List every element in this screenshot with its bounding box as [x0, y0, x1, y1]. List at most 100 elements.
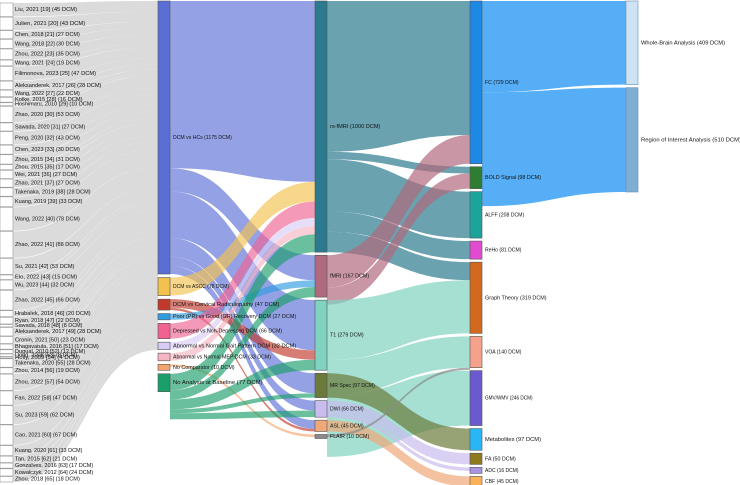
- link-comparison-to-modality: [170, 307, 315, 432]
- link-comparison-to-modality: [170, 226, 315, 361]
- analysis-label: ADC (16 DCM): [485, 468, 519, 474]
- study-node: [0, 405, 14, 425]
- link-comparison-to-modality: [170, 201, 315, 339]
- analysis-node: [469, 452, 483, 465]
- comparison-label: Abnormal vs Normal Gait Pattern DCM (32 …: [173, 343, 296, 349]
- study-label: Su, 2023 [59] (62 DCM): [15, 412, 75, 418]
- study-node: [0, 336, 14, 344]
- comparison-node: [157, 323, 171, 339]
- study-label: Zhao, 2022 [41] (88 DCM): [15, 242, 80, 248]
- study-node: [0, 373, 14, 391]
- study-node: [0, 289, 14, 311]
- study-node: [0, 327, 14, 337]
- analysis-node: [469, 166, 483, 189]
- link-comparison-to-modality: [170, 1, 315, 182]
- study-node: [0, 144, 14, 155]
- modality-label: ASL (45 DCM): [330, 423, 364, 429]
- link-study-to-comparison: [13, 42, 158, 66]
- link-comparison-to-modality: [170, 359, 315, 410]
- study-label: Dong, 2008 [53] (8 DCM): [15, 353, 77, 359]
- analysis-node: [469, 0, 483, 165]
- study-node: [0, 89, 14, 98]
- link-study-to-comparison: [13, 231, 158, 324]
- analysis-node: [469, 467, 483, 474]
- analysis-label: CBF (45 DCM): [485, 479, 519, 485]
- link-study-to-comparison: [13, 270, 158, 391]
- modality-label: fMRI (167 DCM): [330, 274, 369, 280]
- link-comparison-to-modality: [170, 393, 315, 414]
- link-study-to-comparison: [13, 1, 158, 17]
- link-comparison-to-modality: [170, 410, 315, 420]
- link-modality-to-analysis: [327, 173, 470, 305]
- study-label: Fan, 2022 [58] (47 DCM): [15, 395, 77, 401]
- link-study-to-comparison: [13, 293, 158, 425]
- analysis-node: [469, 476, 483, 485]
- link-study-to-comparison: [13, 323, 158, 456]
- link-comparison-to-modality: [170, 299, 315, 360]
- comparison-label: No Comparator (10 DCM): [173, 365, 235, 371]
- study-label: Kuang, 2019 [39] (33 DCM): [15, 199, 83, 205]
- study-label: Zhao, 2020 [30] (53 DCM): [15, 112, 80, 118]
- fc-type-label: Whole-Brain Analysis (409 DCM): [641, 40, 725, 46]
- modality-label: FLAIR (10 DCM): [330, 434, 369, 440]
- study-label: Sawada, 2020 [31] (27 DCM): [15, 124, 85, 130]
- study-label: Zhou, 2014 [56] (19 DCM): [15, 368, 80, 374]
- study-label: Wang, 2022 [40] (78 DCM): [15, 216, 80, 222]
- modality-node: [314, 372, 328, 398]
- link-study-to-comparison: [13, 149, 158, 231]
- link-study-to-comparison: [13, 244, 158, 344]
- study-node: [0, 2, 14, 17]
- link-modality-to-analysis: [327, 420, 470, 485]
- link-study-to-comparison: [13, 265, 158, 374]
- study-label: Hrabalek, 2018 [46] (20 DCM): [15, 311, 91, 317]
- analysis-node: [469, 336, 483, 368]
- link-modality-to-analysis: [327, 280, 470, 360]
- link-study-to-comparison: [13, 226, 158, 317]
- study-node: [0, 455, 14, 463]
- comparison-node: [157, 352, 171, 362]
- study-label: Zhou, 2015 [35] (17 DCM): [15, 165, 80, 171]
- modality-node: [314, 254, 328, 298]
- comparison-node: [157, 0, 171, 275]
- study-label: Gonzalves, 2016 [63] (17 DCM): [15, 463, 94, 469]
- comparison-label: DCM vs ASCC (78 DCM): [173, 284, 229, 290]
- study-node: [0, 102, 14, 107]
- link-study-to-comparison: [13, 282, 158, 406]
- comparison-node: [157, 313, 171, 321]
- link-modality-to-analysis: [327, 373, 470, 451]
- analysis-label: ALFF (208 DCM): [485, 212, 524, 218]
- link-study-to-comparison: [13, 34, 158, 60]
- study-label: Peng, 2020 [32] (43 DCM): [15, 135, 80, 141]
- comparison-label: Depressed vs Non-Depressed DCM (66 DCM): [173, 328, 282, 334]
- link-study-to-comparison: [13, 94, 158, 145]
- study-node: [0, 343, 14, 350]
- modality-node: [314, 299, 328, 371]
- comparison-node: [157, 363, 171, 371]
- study-node: [0, 16, 14, 31]
- link-study-to-comparison: [13, 249, 158, 350]
- link-study-to-comparison: [13, 336, 158, 469]
- comparison-node: [157, 341, 171, 350]
- analysis-node: [469, 428, 483, 451]
- study-node: [0, 317, 14, 325]
- link-study-to-comparison: [13, 118, 158, 170]
- study-node: [0, 231, 14, 259]
- analysis-label: GMV/WMV (246 DCM): [485, 396, 533, 402]
- study-node: [0, 310, 14, 318]
- study-label: Holly, 2009 [54] (4 DCM): [15, 355, 80, 361]
- link-study-to-comparison: [13, 238, 158, 336]
- analysis-label: VOA (140 DCM): [485, 349, 522, 355]
- link-study-to-comparison: [13, 203, 158, 290]
- study-node: [0, 274, 14, 280]
- study-node: [0, 258, 14, 275]
- study-node: [0, 66, 14, 81]
- study-node: [0, 196, 14, 208]
- study-node: [0, 80, 14, 90]
- study-node: [0, 30, 14, 40]
- study-label: Julien, 2021 [20] (43 DCM): [15, 21, 85, 27]
- study-label: Bhagavatula, 2016 [51] (17 DCM): [15, 344, 99, 350]
- link-study-to-comparison: [13, 58, 158, 90]
- link-study-to-comparison: [13, 69, 158, 103]
- analysis-label: ReHo (81 DCM): [485, 248, 522, 254]
